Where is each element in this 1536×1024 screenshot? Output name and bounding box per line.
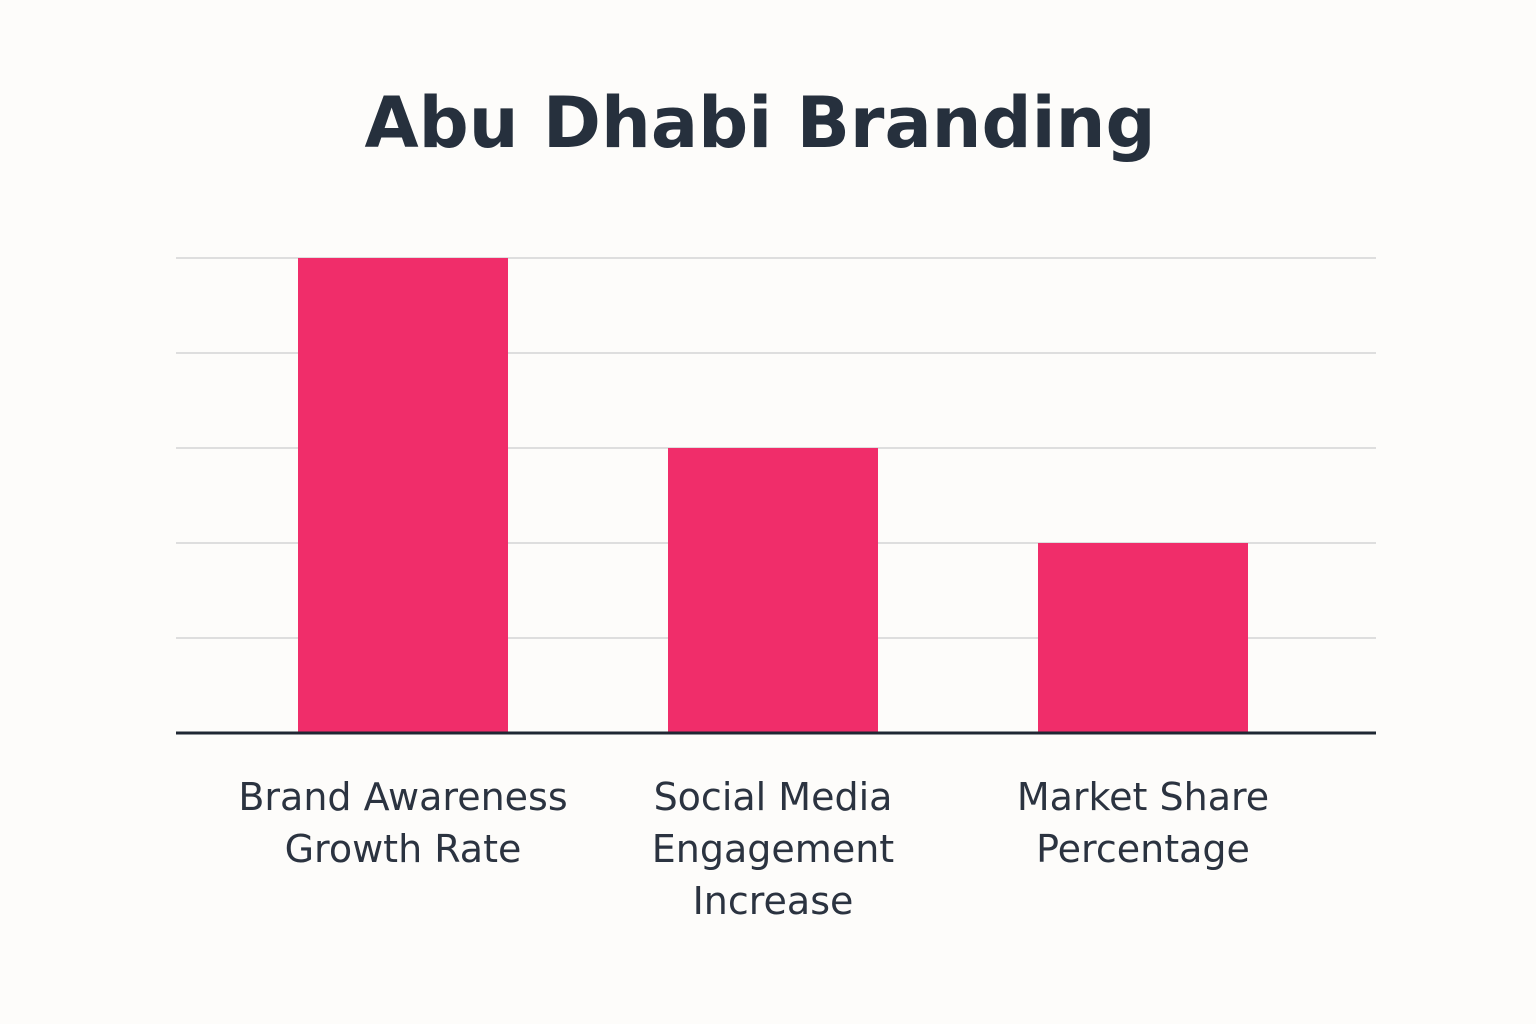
bar [1038,543,1248,733]
bar [668,448,878,733]
x-tick-label: Market Share Percentage [1016,775,1270,871]
bar [298,258,508,733]
x-tick-label: Social Media Engagement Increase [651,775,895,923]
chart-title: Abu Dhabi Branding [364,82,1155,164]
x-tick-label: Brand Awareness Growth Rate [238,775,568,871]
